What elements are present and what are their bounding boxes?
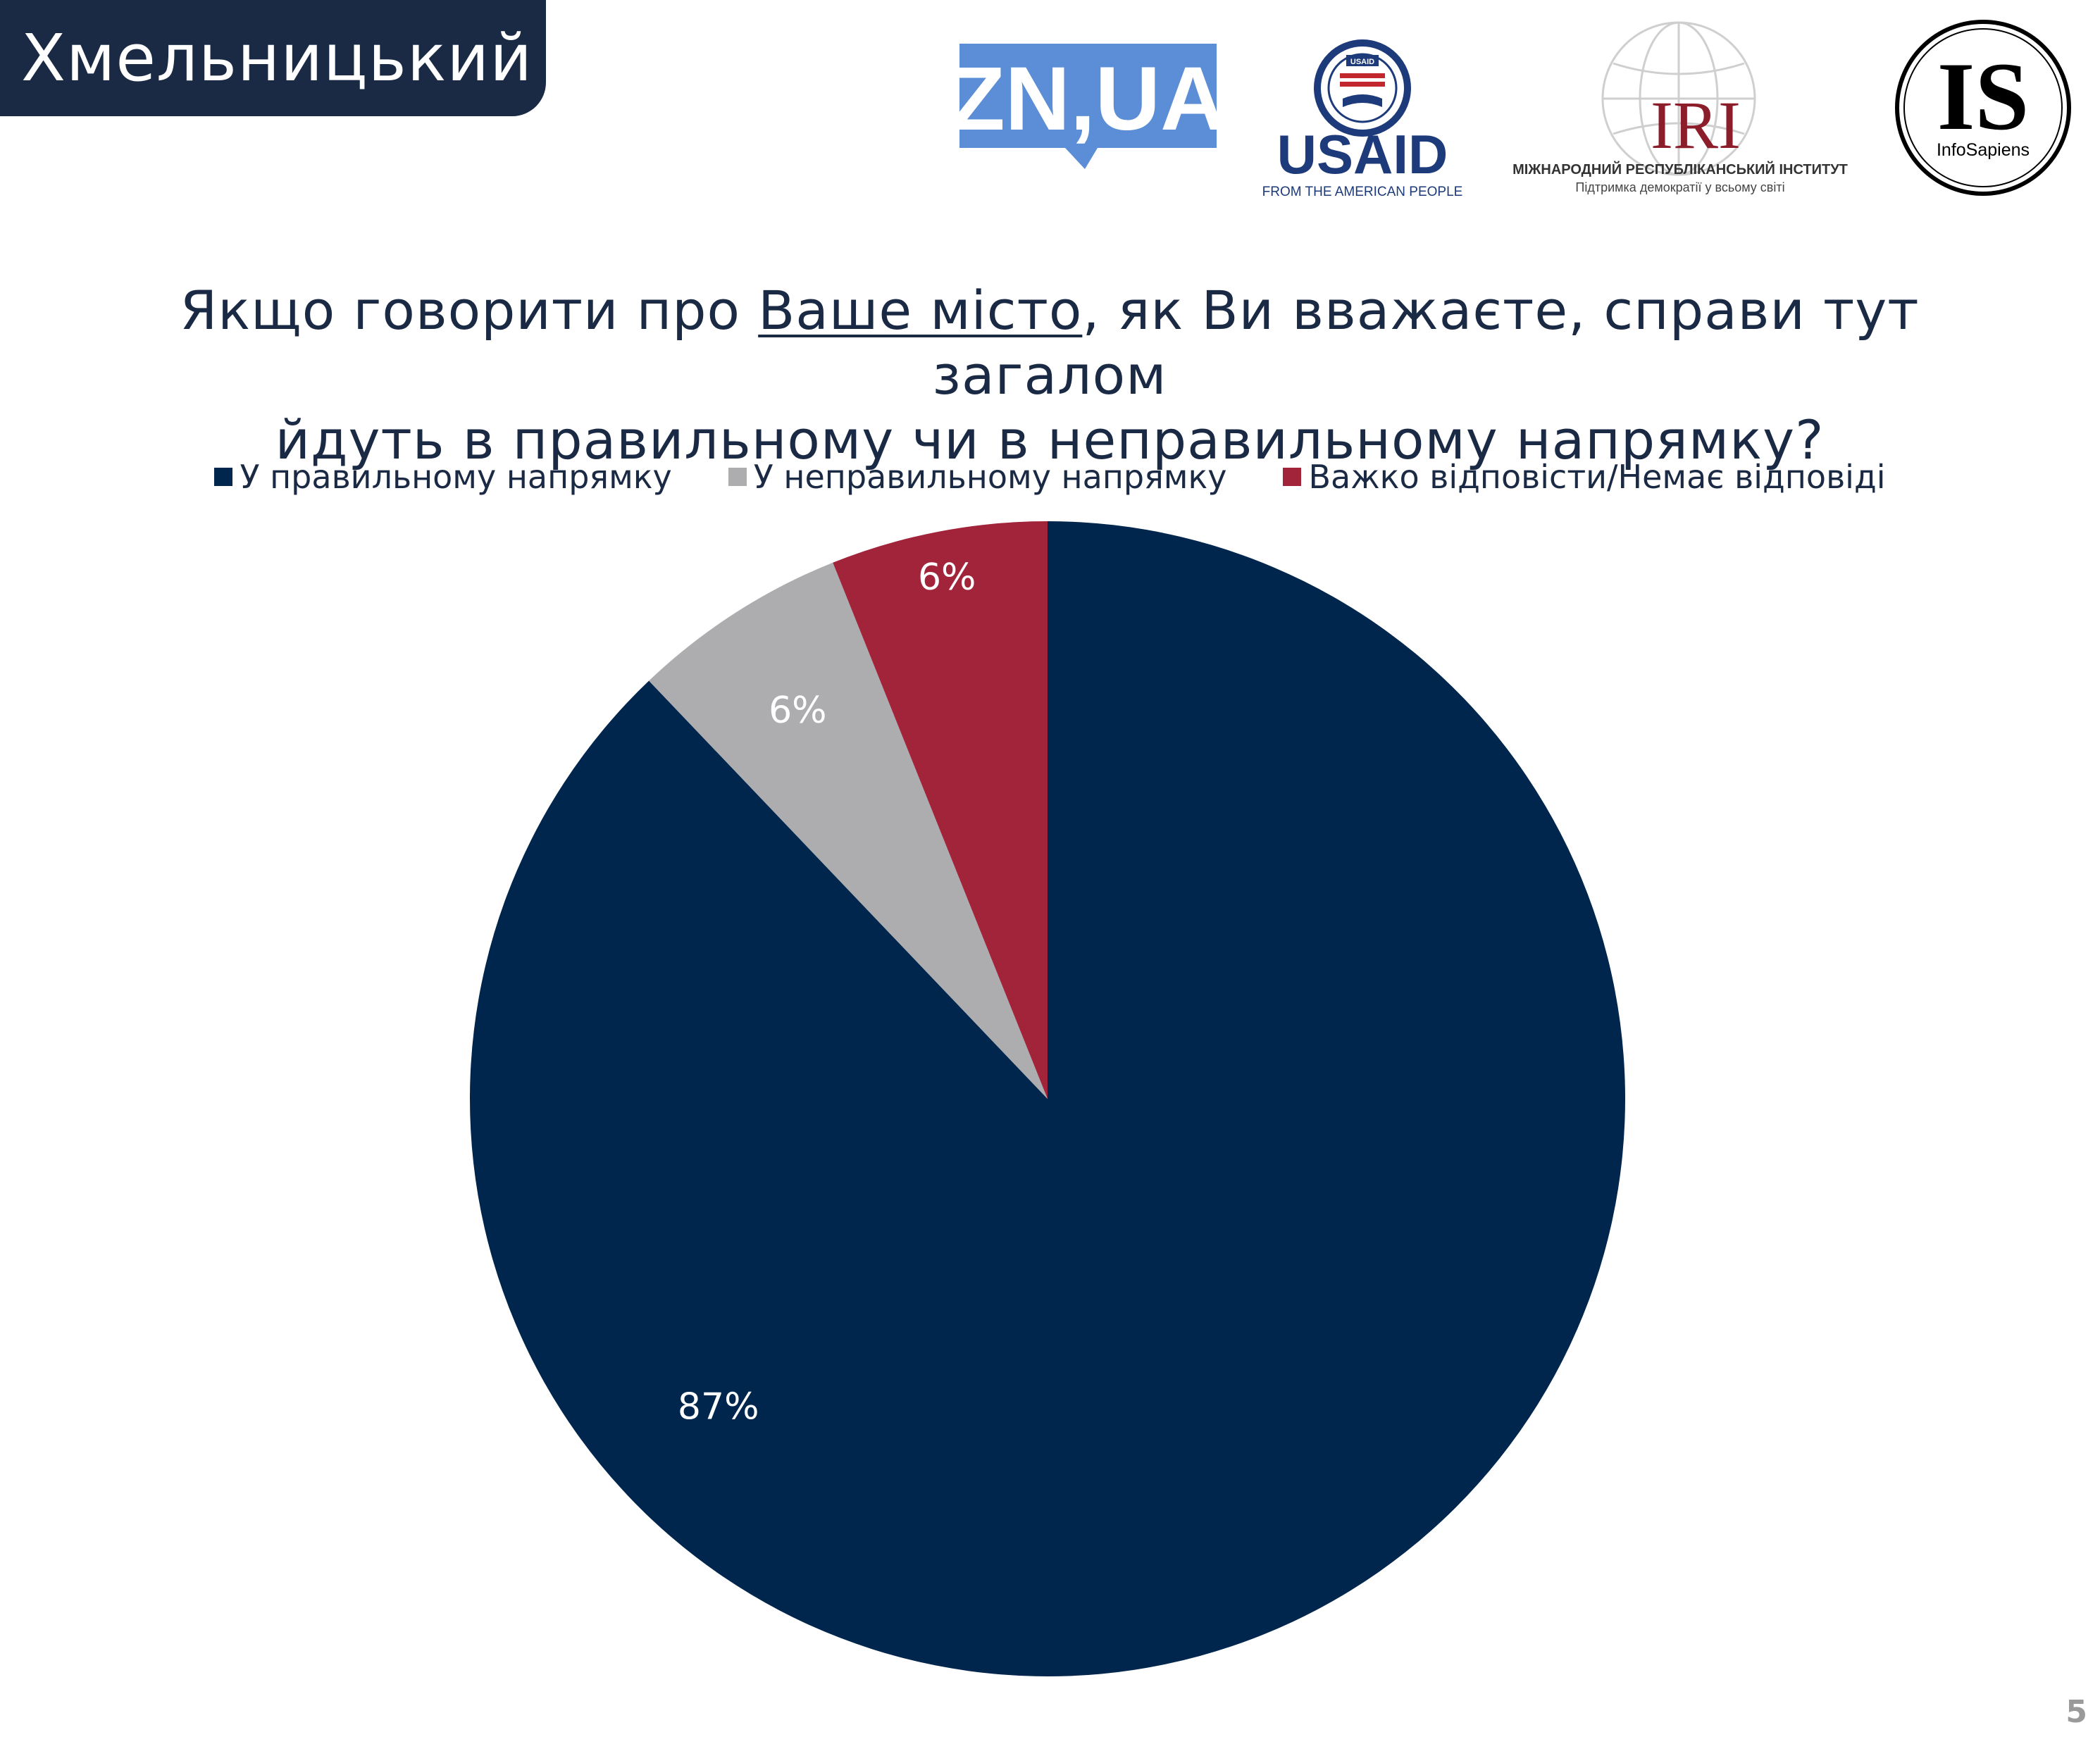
pie-slice-wrong-direction [649,562,1048,1099]
chart-legend: У правильному напрямку У неправильному н… [0,458,2100,496]
infosapiens-logo: IS InfoSapiens [1895,20,2071,196]
usaid-wordmark: USAID [1277,123,1448,185]
legend-swatch-right-direction [214,468,233,486]
pie-label-hard-to-say: 6% [918,556,976,599]
legend-swatch-hard-to-say [1283,468,1302,486]
infosapiens-mark: IS [1937,42,2029,150]
usaid-logo: USAID USAID FROM THE AMERICAN PEOPLE [1262,39,1463,199]
title-line-1: Якщо говорити про Ваше місто, як Ви вваж… [56,278,2043,408]
title-line-2: йдуть в правильному чи в неправильному н… [275,409,1825,471]
legend-label-wrong-direction: У неправильному напрямку [753,458,1227,496]
usaid-seal-text: USAID [1350,58,1374,66]
chart-title: Якщо говорити про Ваше місто, як Ви вваж… [56,278,2043,473]
pie-label-wrong-direction: 6% [769,690,827,732]
legend-item-right-direction: У правильному напрямку [214,458,672,496]
znua-wordmark: ZN,UA [959,49,1217,149]
iri-logo: IRI МІЖНАРОДНИЙ РЕСПУБЛІКАНСЬКИЙ ІНСТИТУ… [1512,21,1848,194]
iri-name: МІЖНАРОДНИЙ РЕСПУБЛІКАНСЬКИЙ ІНСТИТУТ [1512,161,1848,177]
city-name: Хмельницький [21,20,533,96]
title-underlined-phrase: Ваше місто [758,279,1083,342]
znua-logo: ZN,UA [959,44,1217,169]
legend-label-right-direction: У правильному напрямку [240,458,672,496]
pie-slice-hard-to-say [833,521,1048,1099]
legend-swatch-wrong-direction [728,468,747,486]
legend-label-hard-to-say: Важко відповісти/Немає відповіді [1308,458,1886,496]
title-line-1-start: Якщо говорити про [180,279,759,342]
infosapiens-name: InfoSapiens [1937,140,2030,160]
page-number: 5 [2065,1694,2087,1730]
pie-label-right-direction: 87% [678,1386,759,1428]
city-header-tab: Хмельницький [0,0,546,116]
title-line-1-end: , як Ви вважаєте, справи тут загалом [932,279,1920,406]
iri-wordmark: IRI [1651,87,1741,163]
legend-item-hard-to-say: Важко відповісти/Немає відповіді [1283,458,1886,496]
legend-item-wrong-direction: У неправильному напрямку [728,458,1227,496]
usaid-tagline: FROM THE AMERICAN PEOPLE [1262,185,1463,199]
iri-tagline: Підтримка демократії у всьому світі [1575,180,1784,194]
